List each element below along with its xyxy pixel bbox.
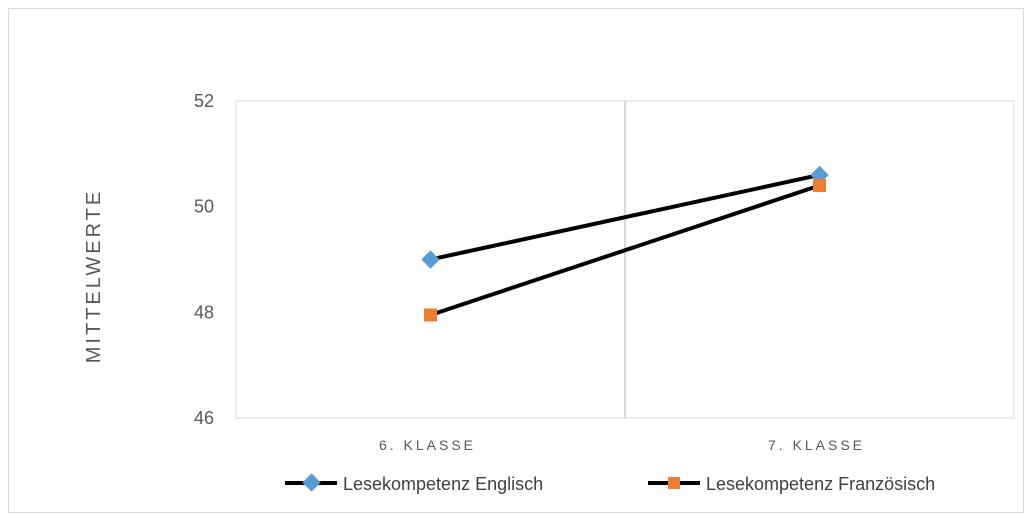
legend-item-franzoesisch: Lesekompetenz Französisch [648, 474, 935, 494]
legend-label-franzoesisch: Lesekompetenz Französisch [706, 474, 935, 494]
data-point-marker [424, 308, 437, 322]
x-category-labels: 6. KLASSE 7. KLASSE [379, 437, 865, 453]
y-tick-labels: 46 48 50 52 [194, 91, 214, 428]
x-category-label: 6. KLASSE [379, 437, 476, 453]
legend-marker-franzoesisch [668, 477, 680, 489]
y-tick-label: 50 [194, 197, 214, 217]
legend: Lesekompetenz Englisch Lesekompetenz Fra… [285, 473, 935, 494]
y-tick-label: 46 [194, 408, 214, 428]
data-point-marker [421, 250, 440, 269]
legend-label-englisch: Lesekompetenz Englisch [343, 474, 543, 494]
y-axis-label: MITTELWERTE [83, 189, 105, 363]
y-tick-label: 52 [194, 91, 214, 111]
series-group [421, 165, 829, 322]
data-point-marker [813, 179, 826, 193]
y-tick-label: 48 [194, 302, 214, 322]
chart-frame [8, 8, 1024, 513]
series-line [430, 173, 820, 262]
series-line [429, 183, 821, 317]
legend-item-englisch: Lesekompetenz Englisch [285, 473, 543, 494]
x-category-label: 7. KLASSE [768, 437, 865, 453]
legend-marker-englisch [302, 473, 321, 492]
